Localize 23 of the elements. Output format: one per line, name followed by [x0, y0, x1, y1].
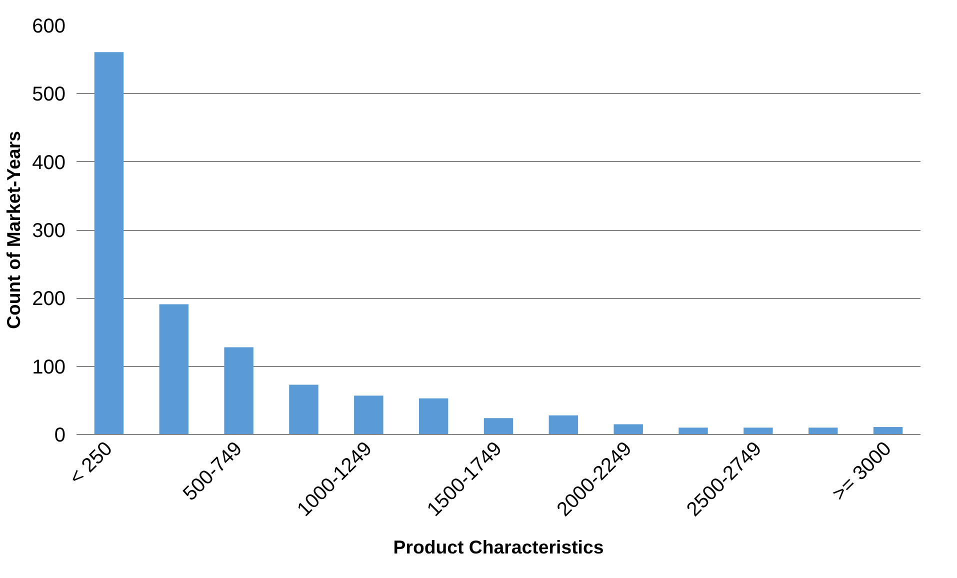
bar: [94, 52, 124, 434]
bar: [614, 424, 643, 434]
bar: [224, 347, 254, 434]
y-axis-title: Count of Market-Years: [3, 130, 24, 329]
y-tick-label: 0: [54, 424, 66, 446]
x-tick-label: < 250: [65, 438, 117, 490]
y-tick-label: 600: [32, 16, 66, 38]
y-tick-label: 500: [32, 84, 66, 106]
bar: [873, 427, 903, 434]
bar: [548, 415, 578, 434]
bar: [354, 396, 384, 434]
bar: [289, 384, 318, 434]
y-tick-label: 300: [32, 220, 66, 242]
bar: [484, 418, 514, 434]
y-tick-label: 200: [32, 288, 66, 310]
y-tick-label: 400: [32, 152, 66, 174]
bar: [678, 428, 708, 434]
bar: [808, 428, 838, 434]
y-tick-label: 100: [32, 356, 66, 378]
x-axis-title: Product Characteristics: [393, 536, 604, 558]
bar: [159, 304, 188, 434]
bar: [418, 398, 448, 434]
bar: [744, 428, 773, 434]
